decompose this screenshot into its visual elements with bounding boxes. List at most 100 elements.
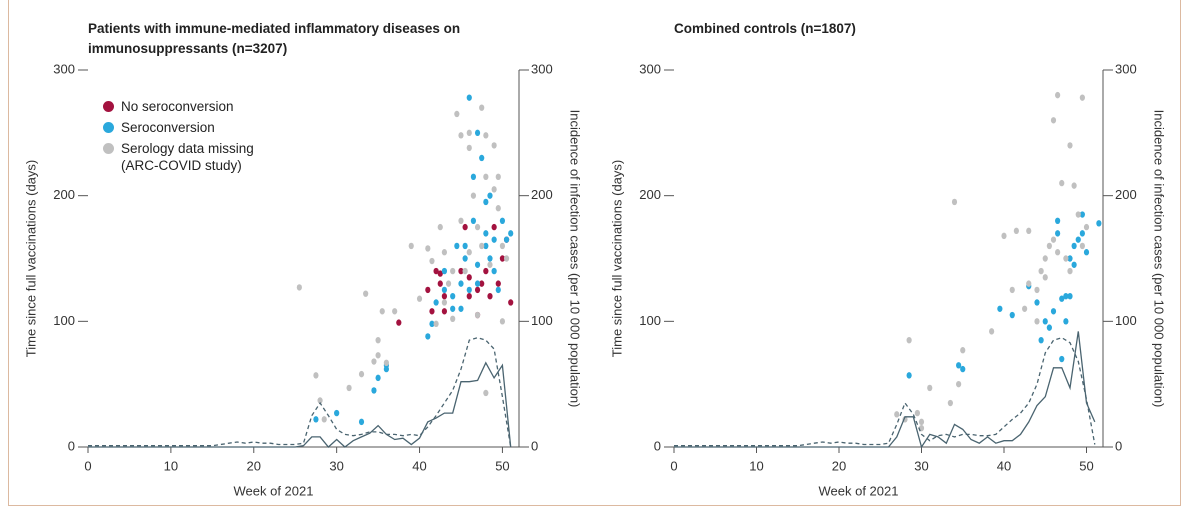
y-tick-label: 300 [639,61,661,76]
scatter-point [466,286,472,294]
scatter-point [491,142,497,149]
scatter-point [441,308,448,315]
scatter-point [470,217,477,224]
scatter-point [1067,142,1073,149]
y-tick-label: 200 [639,187,661,202]
scatter-point [454,242,460,250]
scatter-point [960,365,966,373]
scatter-point [1038,336,1044,344]
scatter-point [1059,179,1065,187]
scatter-point [363,290,369,297]
scatter-point [437,270,443,277]
scatter-point [1063,255,1069,262]
scatter-point [997,305,1003,312]
scatter-point [474,129,481,137]
scatter-point [1075,236,1081,243]
scatter-point [466,94,472,101]
scatter-point [474,286,481,294]
scatter-point [487,261,493,268]
scatter-point [1083,223,1090,231]
scatter-point [503,255,510,262]
scatter-point [450,315,456,323]
scatter-point [1042,274,1048,281]
x-tick-label: 0 [84,458,91,473]
scatter-point [416,295,423,302]
scatter-point [483,173,489,181]
scatter-point [956,380,962,388]
scatter-point [466,293,472,300]
scatter-point [914,409,920,417]
scatter-point [479,280,485,287]
scatter-point [450,305,456,312]
y2-tick-label: 0 [1115,438,1122,453]
scatter-point [491,267,497,275]
y-tick-label: 0 [68,438,75,453]
scatter-point [479,154,485,162]
y2-tick-label: 300 [531,61,553,76]
scatter-point [441,299,448,306]
scatter-point [495,286,501,294]
scatter-point [927,384,933,392]
chart-title: Patients with immune-mediated inflammato… [88,21,461,56]
scatter-point [1055,217,1061,224]
y-tick-label: 100 [53,313,75,328]
scatter-point [951,198,958,206]
frame [8,0,1181,506]
scatter-point [491,236,497,243]
scatter-point [1079,242,1085,250]
x-axis-label: Week of 2021 [234,483,314,498]
scatter-point [1071,242,1077,250]
scatter-point [1009,286,1015,294]
scatter-point [499,255,506,262]
scatter-point [1038,267,1044,275]
y2-tick-label: 100 [1115,313,1137,328]
x-tick-label: 10 [749,458,763,473]
scatter-point [495,205,501,212]
scatter-point [989,328,995,335]
scatter-point [313,372,319,379]
x-tick-label: 40 [412,458,426,473]
scatter-point [1079,211,1085,218]
y-axis-label: Time since full vaccinations (days) [609,160,624,357]
scatter-point [1034,318,1040,325]
legend-marker [103,122,114,133]
scatter-point [466,144,472,152]
legend-item: Serology data missing (ARC-COVID study) [103,140,303,174]
x-tick-label: 20 [832,458,846,473]
scatter-point [433,320,439,328]
scatter-point [1059,355,1065,363]
scatter-point [1055,249,1061,256]
scatter-point [458,267,464,275]
scatter-point [906,336,912,344]
scatter-point [503,236,510,243]
legend-marker [103,101,114,112]
scatter-point [1022,305,1028,312]
solid-line [88,361,512,448]
scatter-point [483,198,489,206]
scatter-point [375,374,381,382]
scatter-point [441,249,448,256]
scatter-point [1034,299,1040,306]
y-tick-label: 300 [53,61,75,76]
scatter-point [458,280,464,287]
scatter-point [346,384,352,392]
scatter-point [358,370,365,378]
scatter-point [371,358,377,365]
scatter-point [396,319,402,326]
y2-tick-label: 300 [1115,61,1137,76]
scatter-point [1009,311,1015,319]
scatter-point [458,217,464,224]
scatter-point [1071,182,1077,189]
scatter-point [1034,286,1040,294]
scatter-point [918,418,925,426]
scatter-point [1067,255,1073,262]
scatter-point [425,286,431,294]
dashed-line [88,337,512,448]
scatter-point [441,286,448,294]
scatter-point [470,173,477,181]
x-tick-label: 20 [247,458,261,473]
scatter-point [1075,211,1081,218]
x-tick-label: 0 [670,458,677,473]
scatter-point [894,411,900,418]
scatter-point [441,267,448,275]
